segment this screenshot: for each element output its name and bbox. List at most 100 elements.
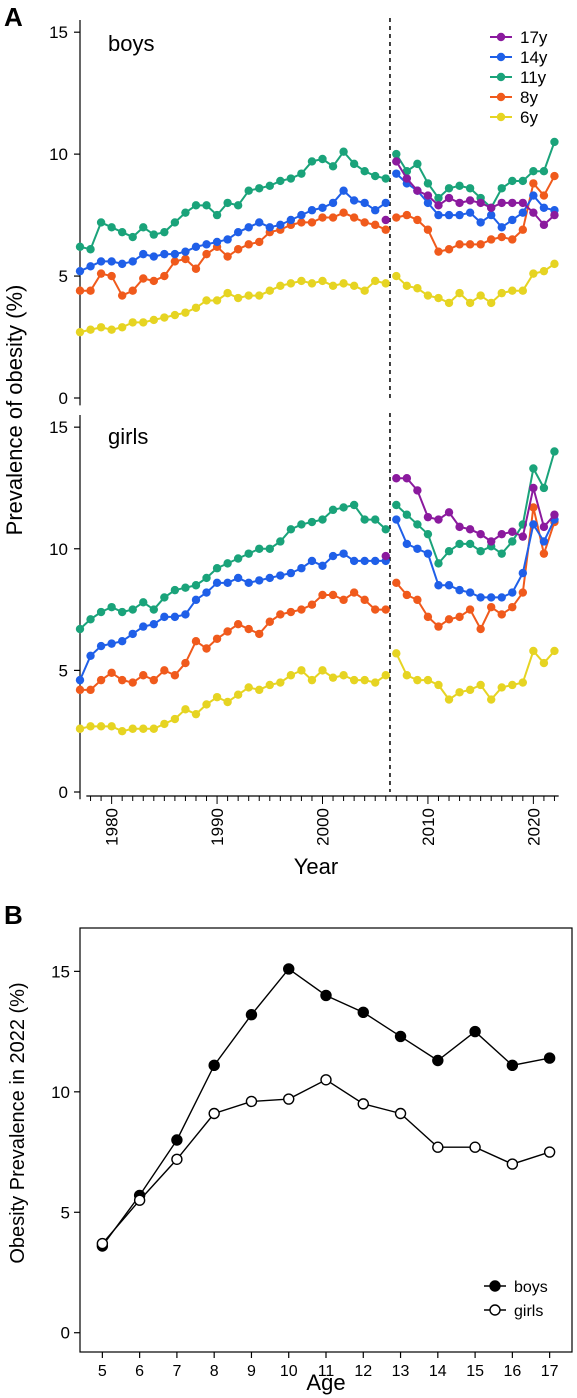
boys-point-14y [455, 210, 464, 220]
boys-point-6y [297, 276, 306, 286]
legend-marker-17y [496, 32, 506, 42]
girls-line-14y [395, 519, 556, 599]
boys-point-8y [96, 269, 106, 278]
boys-point-14y [529, 191, 538, 200]
boys-point-14y [107, 257, 116, 266]
boys-point-8y [75, 286, 85, 295]
girls-point-14y [128, 629, 137, 639]
girls-point-11y [444, 547, 454, 556]
b-point-boys [432, 1054, 444, 1067]
boys-line-11y [79, 150, 386, 251]
girls-point-14y [233, 573, 243, 583]
girls-line-11y [395, 451, 556, 566]
boys-point-8y [107, 271, 116, 281]
b-point-girls [133, 1194, 146, 1206]
boys-point-11y [202, 201, 211, 210]
girls-point-14y [244, 578, 253, 588]
girls-point-6y [244, 683, 253, 692]
boys-point-14y [96, 257, 106, 266]
boys-point-14y [339, 186, 348, 195]
girls-point-11y [328, 505, 338, 515]
girls-point-17y [465, 525, 475, 534]
boys-point-6y [381, 279, 390, 288]
boys-point-14y [392, 169, 401, 178]
boys-point-8y [381, 225, 390, 234]
legend-label-8y: 8y [520, 88, 538, 107]
boys-point-6y [86, 325, 95, 334]
girls-point-6y [339, 671, 348, 680]
girls-point-11y [381, 525, 390, 534]
b-point-boys [394, 1030, 407, 1043]
girls-point-11y [529, 464, 538, 473]
boys-y-tick-label: 0 [59, 389, 68, 408]
girls-y-tick-label: 10 [49, 540, 68, 559]
girls-point-11y [434, 559, 443, 568]
girls-point-17y [444, 508, 454, 517]
panel-b-letter: B [4, 900, 23, 930]
girls-point-11y [265, 544, 274, 553]
boys-point-11y [423, 179, 433, 188]
boys-point-11y [86, 245, 95, 254]
girls-point-8y [170, 671, 180, 680]
boys-point-14y [244, 223, 253, 232]
boys-point-14y [539, 203, 549, 212]
b-line-boys [101, 968, 550, 1247]
girls-point-6y [349, 675, 359, 685]
b-point-girls [543, 1146, 556, 1158]
boys-point-6y [202, 296, 211, 305]
girls-point-14y [86, 651, 95, 660]
panel-a-xlabel: Year [294, 854, 338, 879]
girls-point-17y [497, 529, 506, 539]
b-point-girls [283, 1093, 295, 1105]
boys-point-14y [181, 247, 190, 256]
boys-point-11y [360, 167, 369, 176]
girls-point-6y [371, 678, 380, 687]
boys-point-11y [139, 223, 148, 232]
b-point-boys [320, 989, 332, 1002]
girls-point-6y [381, 671, 390, 680]
boys-point-14y [371, 206, 380, 215]
boys-point-11y [181, 208, 190, 217]
girls-point-14y [181, 610, 190, 619]
b-point-girls [506, 1158, 519, 1170]
girls-point-8y [297, 605, 306, 614]
girls-point-8y [508, 602, 517, 612]
boys-point-17y [508, 198, 517, 208]
girls-point-17y [539, 522, 549, 532]
girls-point-6y [223, 697, 232, 707]
boys-point-6y [307, 279, 317, 288]
boys-point-8y [423, 225, 433, 234]
sex-legend: boys girls [484, 1279, 548, 1320]
girls-point-17y [392, 474, 401, 483]
girls-point-14y [170, 612, 180, 622]
boys-point-14y [233, 227, 243, 237]
b-x-tick-label: 8 [210, 1363, 219, 1380]
boys-point-11y [96, 218, 106, 227]
girls-point-11y [413, 520, 422, 529]
boys-point-6y [191, 303, 201, 312]
b-line-girls [101, 1078, 550, 1245]
boys-point-17y [497, 198, 506, 208]
boys-point-6y [255, 291, 264, 300]
legend-marker-11y [496, 72, 506, 82]
boys-point-8y [223, 252, 232, 261]
panel-a-letter: A [4, 2, 23, 32]
girls-line-17y [396, 477, 556, 543]
girls-point-17y [508, 527, 517, 536]
girls-point-11y [508, 537, 517, 546]
girls-point-11y [455, 539, 464, 549]
girls-point-11y [297, 520, 306, 529]
girls-point-8y [318, 590, 327, 600]
girls-point-8y [518, 588, 528, 597]
boys-point-14y [139, 249, 148, 259]
panel-b-ylabel: Obesity Prevalence in 2022 (%) [7, 982, 29, 1263]
boys-point-14y [276, 220, 285, 230]
boys-point-11y [297, 169, 306, 178]
boys-point-14y [486, 210, 496, 220]
girls-point-11y [96, 607, 106, 617]
boys-point-8y [181, 254, 190, 264]
boys-point-8y [307, 218, 317, 227]
girls-point-17y [423, 512, 433, 522]
girls-point-14y [96, 641, 106, 651]
girls-point-14y [371, 556, 380, 566]
